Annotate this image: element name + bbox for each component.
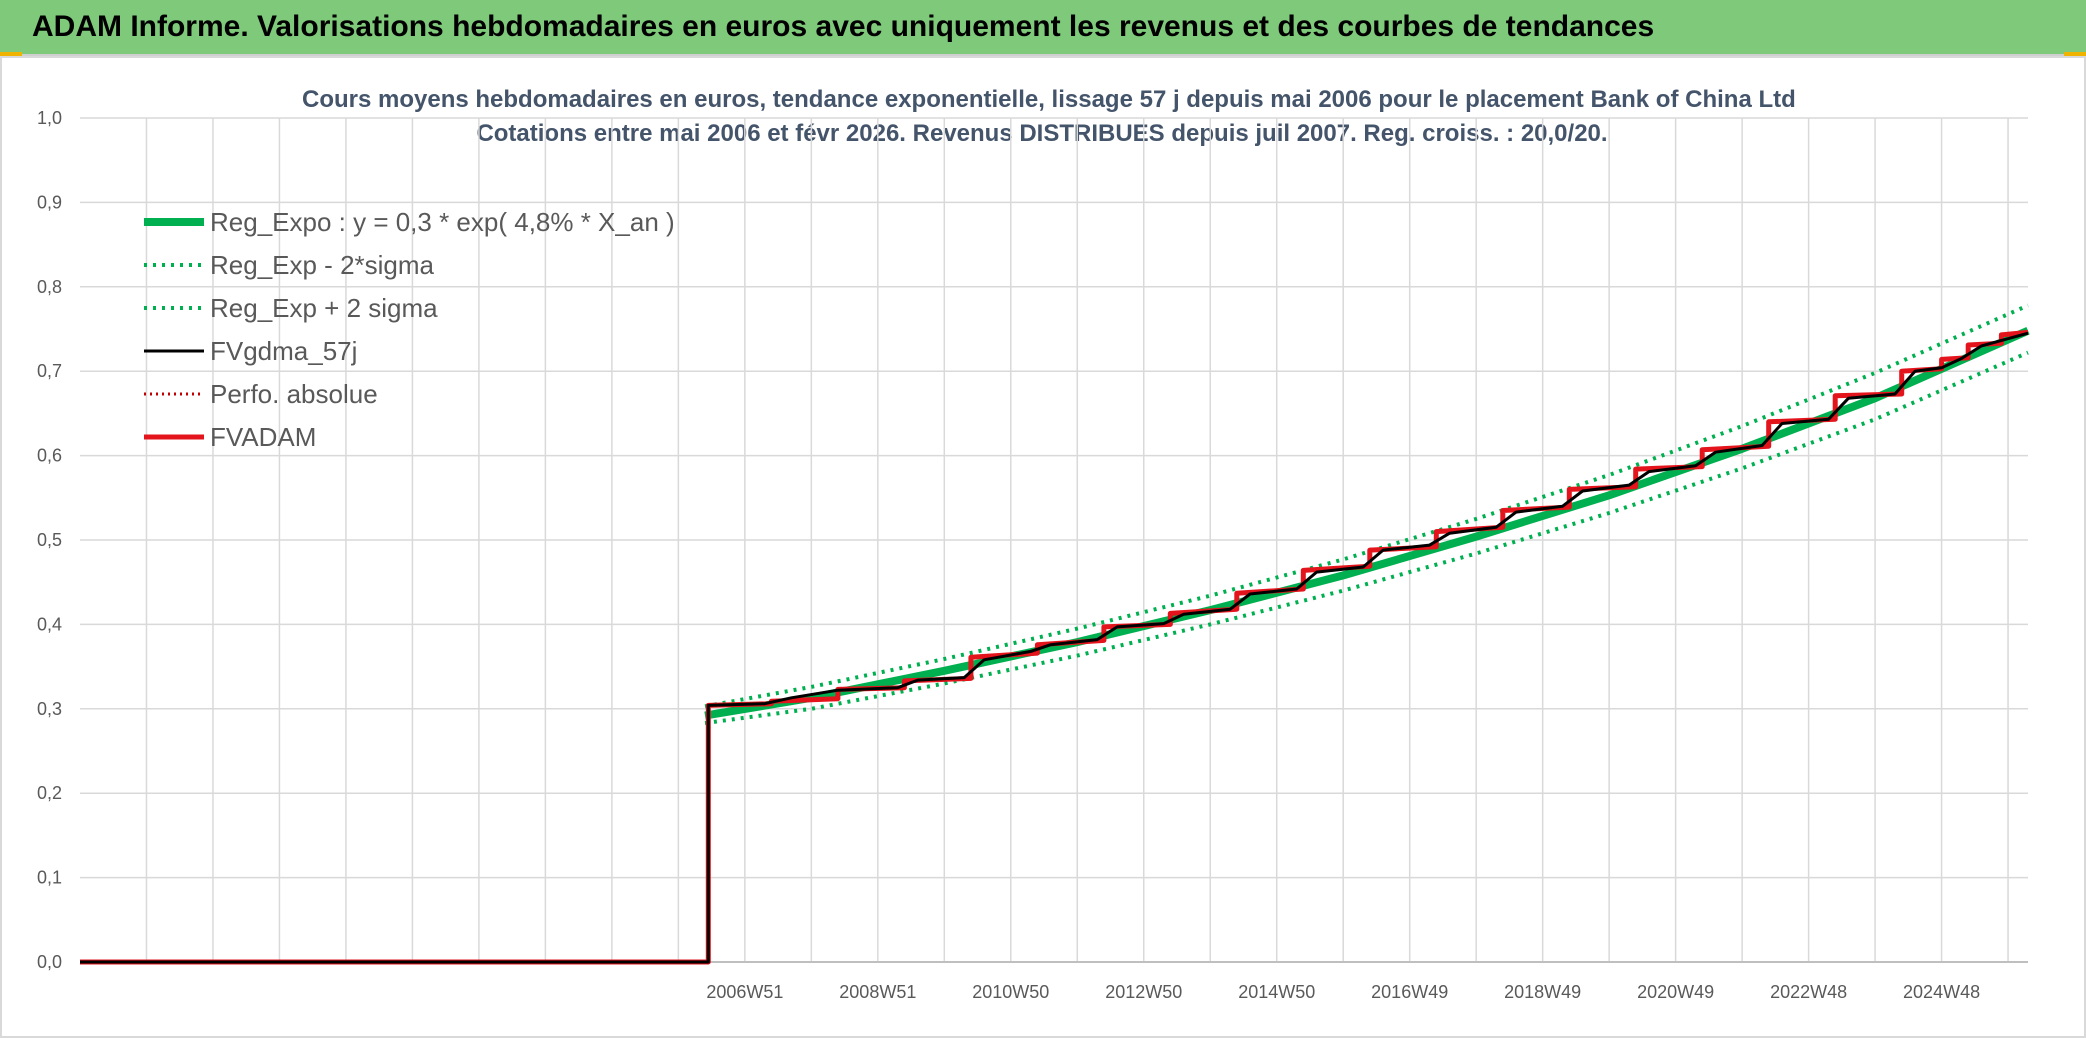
- chart-area: Cours moyens hebdomadaires en euros, ten…: [0, 56, 2086, 1038]
- x-tick-label: 2016W49: [1371, 982, 1448, 1002]
- y-tick-label: 0,7: [37, 361, 62, 381]
- y-tick-label: 0,8: [37, 277, 62, 297]
- series-line-3: [80, 331, 2029, 964]
- series-line-1: [704, 350, 2029, 726]
- x-tick-label: 2006W51: [706, 982, 783, 1002]
- banner-title: ADAM Informe. Valorisations hebdomadaire…: [32, 10, 1655, 43]
- banner-corner-left: [0, 52, 22, 56]
- legend-label: FVgdma_57j: [210, 336, 357, 366]
- x-tick-label: 2008W51: [839, 982, 916, 1002]
- series-line-2: [704, 303, 2029, 709]
- y-tick-label: 0,5: [37, 530, 62, 550]
- x-tick-label: 2018W49: [1504, 982, 1581, 1002]
- legend-label: FVADAM: [210, 422, 316, 452]
- y-tick-label: 0,3: [37, 699, 62, 719]
- x-tick-label: 2012W50: [1105, 982, 1182, 1002]
- x-tick-label: 2010W50: [972, 982, 1049, 1002]
- y-tick-label: 0,4: [37, 614, 62, 634]
- x-tick-label: 2022W48: [1770, 982, 1847, 1002]
- legend-label: Reg_Exp - 2*sigma: [210, 250, 435, 280]
- y-tick-label: 0,2: [37, 783, 62, 803]
- x-tick-label: 2014W50: [1238, 982, 1315, 1002]
- y-tick-label: 1,0: [37, 108, 62, 128]
- x-tick-label: 2024W48: [1903, 982, 1980, 1002]
- x-tick-label: 2020W49: [1637, 982, 1714, 1002]
- chart-title: Cours moyens hebdomadaires en euros, ten…: [302, 86, 1796, 113]
- banner-corner-right: [2064, 52, 2086, 56]
- y-tick-label: 0,0: [37, 952, 62, 972]
- legend-label: Perfo. absolue: [210, 379, 378, 409]
- y-tick-label: 0,9: [37, 192, 62, 212]
- y-tick-label: 0,1: [37, 868, 62, 888]
- page-banner: ADAM Informe. Valorisations hebdomadaire…: [0, 0, 2086, 56]
- legend-label: Reg_Expo : y = 0,3 * exp( 4,8% * X_an ): [210, 207, 675, 237]
- series-line-0: [704, 327, 2030, 720]
- y-tick-label: 0,6: [37, 446, 62, 466]
- chart-svg: 0,0 0,1 0,2 0,3 0,4 0,5 0,6 0,7 0,8 0,9 1,0 2006W51…: [37, 108, 2030, 1002]
- chart-subtitle: Cotations entre mai 2006 et févr 2026. R…: [476, 120, 1608, 147]
- legend-label: Reg_Exp + 2 sigma: [210, 293, 438, 323]
